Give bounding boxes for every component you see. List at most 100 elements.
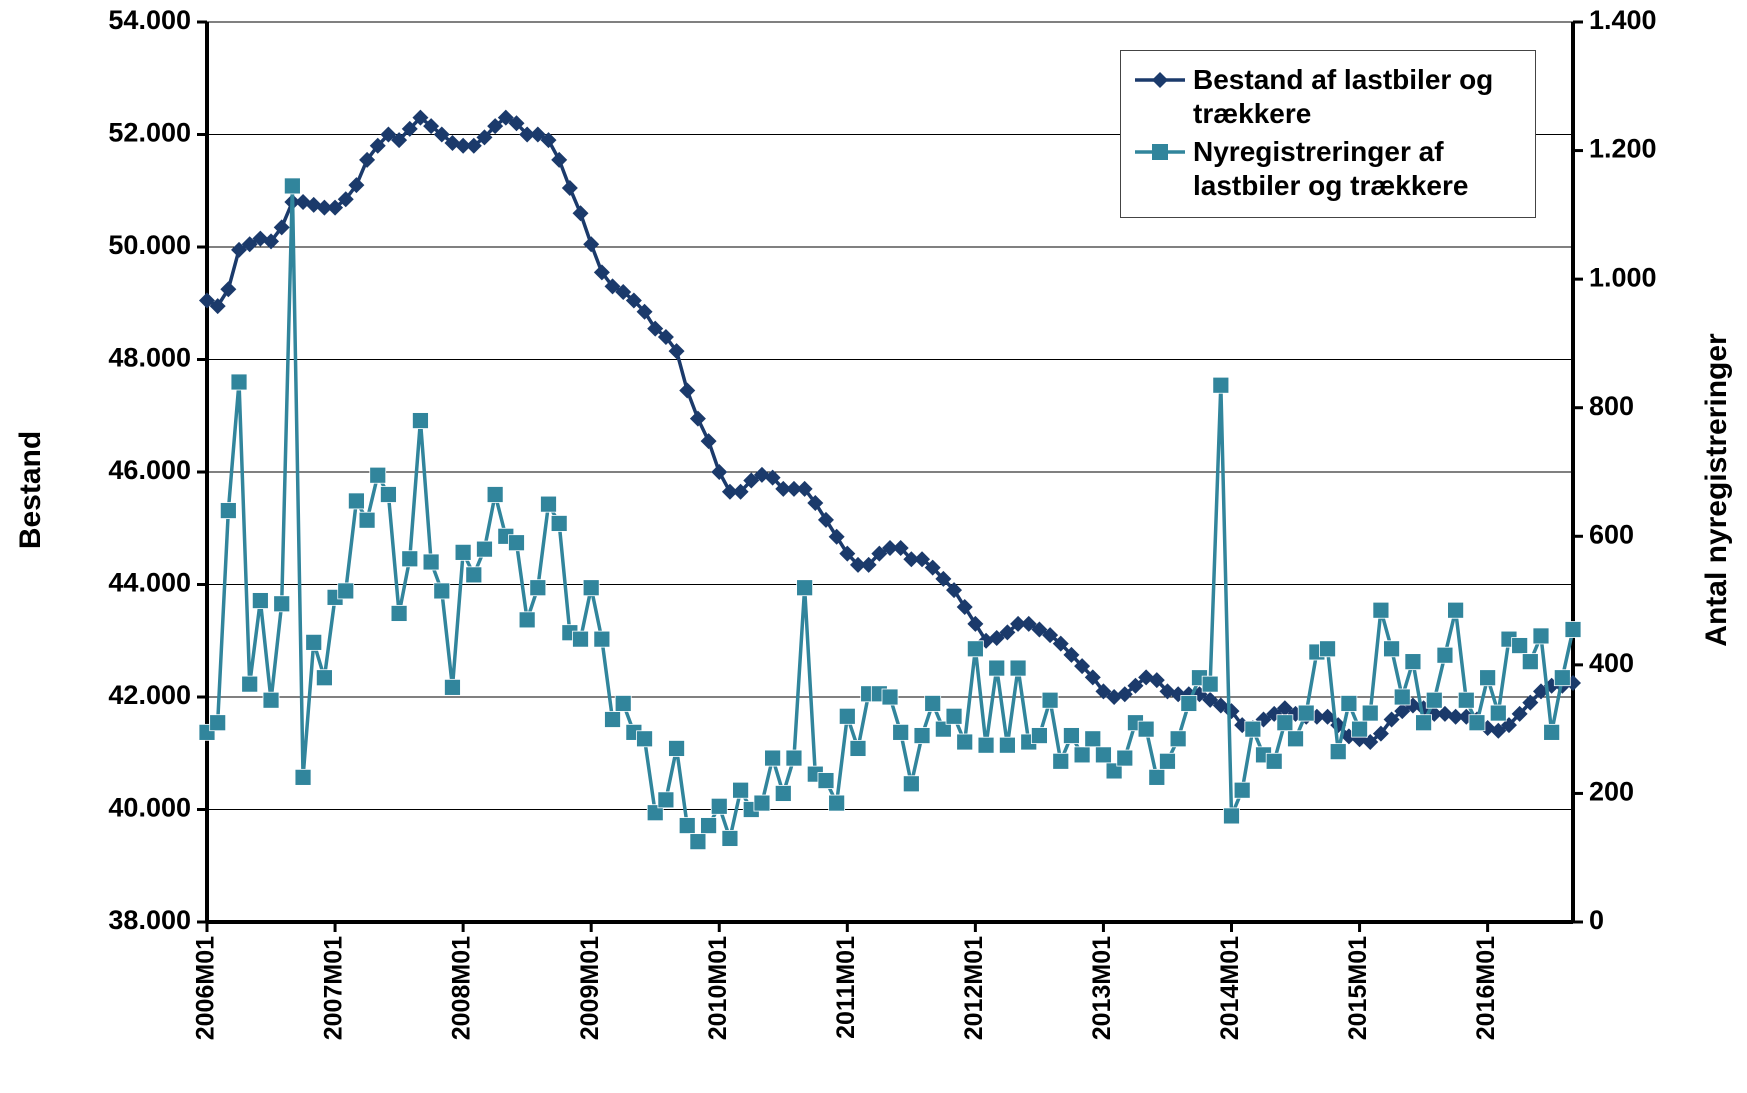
data-point — [1052, 635, 1069, 652]
data-point — [764, 469, 781, 486]
data-point — [935, 570, 952, 587]
data-point — [924, 695, 942, 712]
data-point — [487, 118, 504, 135]
data-point — [1425, 691, 1443, 709]
data-point — [465, 137, 482, 154]
data-point — [636, 303, 653, 320]
data-point — [316, 199, 333, 216]
data-point — [646, 804, 664, 822]
data-point — [775, 480, 792, 497]
data-point — [998, 736, 1016, 754]
data-point — [497, 109, 514, 126]
data-point — [1052, 752, 1070, 770]
data-point — [273, 219, 290, 236]
y-tick-label: 42.000 — [108, 680, 191, 710]
data-point — [1276, 714, 1294, 732]
data-point — [337, 582, 355, 600]
data-point — [689, 410, 706, 427]
data-point — [251, 592, 269, 609]
data-point — [999, 624, 1016, 641]
data-point — [390, 605, 408, 622]
data-point — [753, 794, 771, 812]
data-point — [1031, 727, 1048, 744]
data-point — [359, 151, 376, 168]
data-point — [871, 545, 888, 562]
data-point — [615, 284, 632, 300]
data-point — [1152, 144, 1168, 160]
data-point — [1394, 703, 1411, 720]
data-point — [1074, 658, 1091, 675]
data-point — [1212, 376, 1230, 394]
data-point — [1095, 746, 1112, 764]
data-point — [764, 749, 782, 767]
data-point — [1511, 637, 1529, 654]
data-point — [1319, 640, 1336, 658]
data-point — [1372, 725, 1389, 742]
y2-tick-label: 600 — [1589, 519, 1634, 549]
data-point — [710, 797, 728, 815]
y-tick-label: 38.000 — [108, 905, 191, 935]
y-tick-label: 50.000 — [108, 230, 191, 260]
data-point — [668, 740, 685, 757]
data-point — [711, 464, 728, 480]
data-point — [444, 678, 461, 696]
data-point — [785, 749, 803, 767]
data-point — [433, 126, 450, 143]
data-point — [593, 630, 611, 648]
data-point — [679, 382, 696, 399]
y-tick-label: 54.000 — [108, 5, 191, 35]
data-point — [1521, 653, 1539, 671]
data-point — [1351, 720, 1368, 738]
data-point — [358, 511, 376, 529]
data-point — [882, 539, 898, 556]
data-point — [518, 611, 536, 629]
data-point — [903, 551, 920, 568]
data-point — [305, 633, 323, 651]
legend-label: Bestand af lastbiler og trækkere — [1193, 64, 1494, 129]
data-point — [1063, 646, 1080, 663]
data-point — [369, 137, 386, 154]
data-point — [1415, 714, 1432, 732]
data-point — [572, 630, 589, 648]
data-point — [551, 151, 568, 168]
data-point — [1116, 749, 1134, 767]
legend-key — [1135, 72, 1185, 88]
data-point — [273, 595, 291, 613]
data-point — [1095, 683, 1112, 700]
data-point — [689, 833, 707, 851]
data-point — [945, 707, 963, 725]
data-point — [593, 264, 610, 281]
data-point — [1553, 669, 1571, 687]
data-point — [743, 472, 760, 489]
data-point — [423, 118, 440, 135]
data-point — [988, 629, 1005, 646]
y2-tick-label: 400 — [1589, 648, 1634, 678]
data-point — [828, 794, 846, 812]
data-point — [1127, 677, 1144, 694]
data-point — [1233, 781, 1251, 799]
data-point — [391, 132, 408, 149]
data-point — [967, 615, 984, 632]
data-point — [1201, 675, 1219, 693]
data-point — [636, 730, 653, 748]
data-point — [881, 688, 899, 706]
x-tick-label: 2010M01 — [704, 936, 732, 1040]
data-point — [231, 241, 248, 258]
data-point — [924, 559, 941, 576]
data-point — [914, 551, 931, 568]
data-point — [1084, 669, 1101, 686]
data-point — [465, 566, 483, 584]
data-point — [241, 675, 259, 693]
x-tick-label: 2007M01 — [320, 936, 348, 1040]
data-point — [1489, 704, 1507, 722]
data-point — [647, 320, 664, 337]
data-point — [1361, 704, 1379, 722]
data-point — [209, 714, 227, 732]
data-point — [369, 466, 387, 484]
y2-tick-label: 1.200 — [1589, 134, 1657, 164]
data-point — [241, 236, 258, 253]
data-point — [1457, 691, 1475, 709]
data-point — [732, 781, 749, 799]
data-point — [380, 486, 397, 503]
data-point — [1148, 672, 1165, 689]
